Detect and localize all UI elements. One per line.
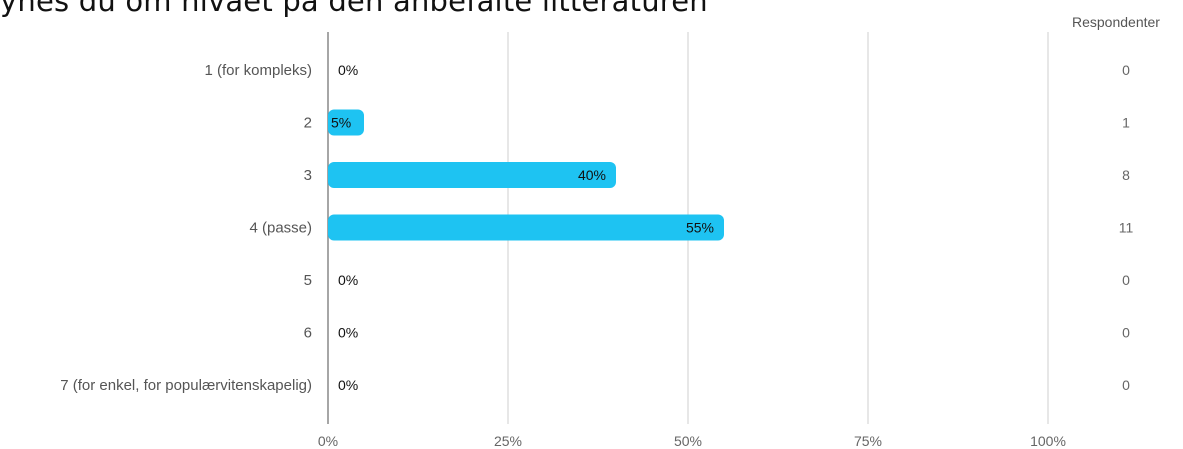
- respondent-count: 0: [1122, 325, 1130, 341]
- respondent-count: 0: [1122, 377, 1130, 393]
- respondent-count: 8: [1122, 167, 1130, 183]
- x-tick-label: 25%: [494, 433, 522, 449]
- bar: [328, 162, 616, 188]
- respondent-count: 0: [1122, 272, 1130, 288]
- value-label: 55%: [686, 220, 714, 236]
- value-label: 0%: [338, 272, 358, 288]
- category-label: 3: [304, 167, 312, 184]
- respondents-header: Respondenter: [1072, 14, 1160, 30]
- x-tick-label: 0%: [318, 433, 338, 449]
- value-label: 0%: [338, 62, 358, 78]
- value-label: 5%: [331, 115, 351, 131]
- bar: [328, 109, 364, 136]
- value-label: 0%: [338, 377, 358, 393]
- value-label: 0%: [338, 325, 358, 341]
- category-label: 7 (for enkel, for populærvitenskapelig): [60, 377, 312, 394]
- x-tick-label: 75%: [854, 433, 882, 449]
- x-tick-label: 100%: [1030, 433, 1066, 449]
- respondent-count: 0: [1122, 62, 1130, 78]
- category-label: 6: [304, 325, 312, 342]
- respondent-count: 11: [1119, 220, 1134, 236]
- chart-title: ynes du om nivået på den anbefalte litte…: [0, 0, 708, 18]
- category-label: 4 (passe): [249, 220, 312, 237]
- category-label: 1 (for kompleks): [204, 62, 312, 79]
- x-tick-label: 50%: [674, 433, 702, 449]
- respondent-count: 1: [1122, 115, 1130, 131]
- category-label: 5: [304, 272, 312, 289]
- value-label: 40%: [578, 167, 606, 183]
- category-label: 2: [304, 115, 312, 132]
- bars: [328, 109, 724, 241]
- bar: [328, 214, 724, 241]
- labels: 0% 25% 50% 75% 100%1 (for kompleks) 0% 02 5% 13 4…: [60, 62, 1133, 449]
